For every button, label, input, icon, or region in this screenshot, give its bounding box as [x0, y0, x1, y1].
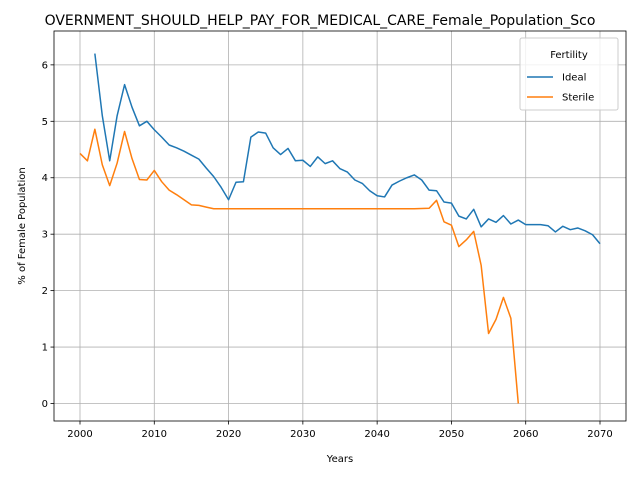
legend-label-ideal: Ideal — [562, 73, 586, 84]
plot-frame — [53, 30, 627, 422]
y-tick-label: 5 — [42, 117, 48, 128]
chart-title: OVERNMENT_SHOULD_HELP_PAY_FOR_MEDICAL_CA… — [45, 13, 596, 29]
legend-title: Fertility — [550, 50, 588, 61]
x-tick-label: 2000 — [67, 429, 92, 440]
series-line-sterile — [79, 128, 520, 404]
y-tick-label: 3 — [42, 230, 48, 241]
y-tick-label: 4 — [42, 173, 48, 184]
x-tick-label: 2010 — [142, 429, 167, 440]
x-tick-label: 2070 — [587, 429, 612, 440]
legend-label-sterile: Sterile — [562, 93, 594, 104]
legend-items: Ideal Sterile — [527, 73, 594, 104]
legend: Fertility Ideal Sterile — [519, 37, 619, 111]
x-tick-label: 2040 — [364, 429, 389, 440]
x-axis-ticks: 2000 2010 2020 2030 2040 2050 2060 2070 — [67, 421, 613, 440]
x-tick-label: 2060 — [513, 429, 538, 440]
y-axis-label: % of Female Population — [17, 167, 28, 284]
x-axis-label: Years — [326, 454, 353, 465]
x-tick-label: 2020 — [216, 429, 241, 440]
series-lines — [79, 53, 601, 404]
y-tick-label: 1 — [42, 343, 48, 354]
x-tick-label: 2050 — [439, 429, 464, 440]
y-tick-label: 0 — [42, 399, 48, 410]
y-tick-label: 6 — [42, 60, 48, 71]
legend-box — [519, 37, 619, 111]
y-tick-label: 2 — [42, 286, 48, 297]
x-tick-label: 2030 — [290, 429, 315, 440]
y-axis-ticks: 0 1 2 3 4 5 6 — [42, 60, 54, 410]
series-line-ideal — [94, 53, 601, 245]
